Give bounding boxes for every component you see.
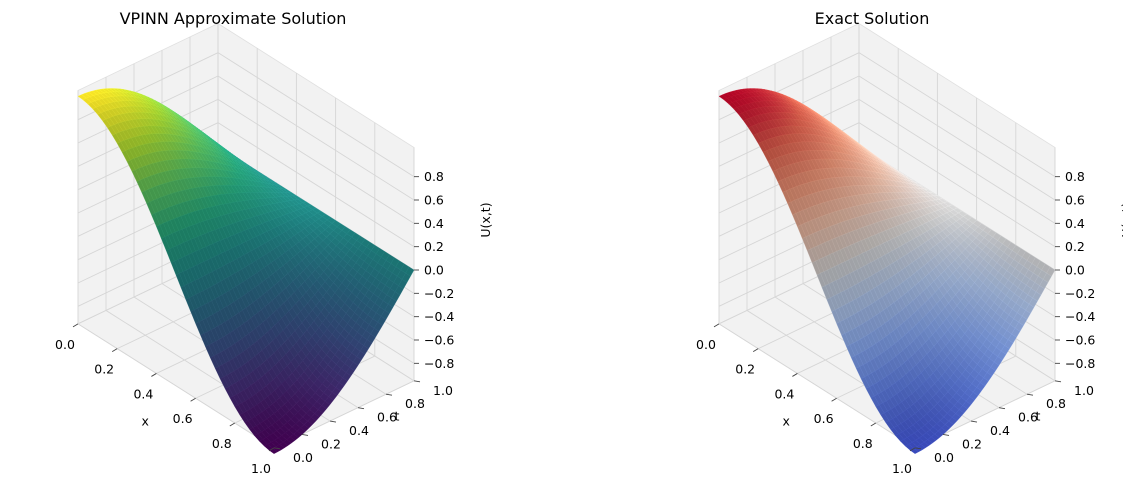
chart-title: Exact Solution [815,9,930,28]
x-tick-label: 0.0 [696,337,716,352]
z-tick-label: 0.6 [1065,193,1085,208]
t-tick-label: 0.6 [377,410,397,425]
chart-title: VPINN Approximate Solution [120,9,347,28]
x-tick-label: 0.8 [212,436,232,451]
t-tick-label: 0.0 [293,450,313,465]
x-tick-label: 0.6 [814,411,834,426]
z-tick-label: −0.2 [1065,286,1095,301]
z-tick-label: −0.8 [424,356,454,371]
panel-exact: 0.00.20.40.60.81.0x0.00.20.40.60.81.0t0.… [696,9,1123,476]
t-tick-label: 0.0 [934,450,954,465]
x-axis-label: x [141,414,148,429]
x-tick-label: 0.2 [735,362,755,377]
x-axis: 0.0 0.2 0.4 0.6 0.8 1.0 [696,323,916,476]
z-axis: 0.8 0.6 0.4 0.2 0.0 −0.2 −0.4 −0.6 −0.8 [414,169,454,371]
panel-vpinn: 0.00.20.40.60.81.0x0.00.20.40.60.81.0t0.… [55,9,493,476]
t-tick-label: 0.6 [1018,410,1038,425]
t-tick-label: 0.8 [405,396,425,411]
t-tick-label: 0.4 [349,423,369,438]
surface [718,88,1056,454]
z-axis-label: U(x,t) [478,202,493,237]
t-axis: 0.0 0.2 0.4 0.6 0.8 1.0 [273,380,453,465]
t-tick-label: 0.2 [962,436,982,451]
t-tick-label: 1.0 [1074,383,1094,398]
t-tick-label: 0.8 [1046,396,1066,411]
x-tick-label: 0.4 [133,386,153,401]
x-tick-label: 1.0 [251,461,271,476]
x-axis-label: x [782,414,789,429]
z-tick-label: 0.4 [424,216,444,231]
z-tick-label: −0.6 [424,333,454,348]
z-tick-label: −0.8 [1065,356,1095,371]
x-axis: 0.0 0.2 0.4 0.6 0.8 1.0 [55,323,275,476]
z-tick-label: −0.4 [424,309,454,324]
t-axis-label: t [395,408,400,423]
z-tick-label: −0.6 [1065,333,1095,348]
x-tick-label: 0.8 [853,436,873,451]
t-tick-label: 1.0 [433,383,453,398]
z-tick-label: 0.8 [424,169,444,184]
surface [77,88,415,454]
t-tick-label: 0.4 [990,423,1010,438]
z-tick-label: 0.2 [1065,239,1085,254]
z-tick-label: −0.4 [1065,309,1095,324]
x-tick-label: 0.6 [173,411,193,426]
z-tick-label: −0.2 [424,286,454,301]
x-tick-label: 0.0 [55,337,75,352]
x-tick-label: 1.0 [892,461,912,476]
z-tick-label: 0.6 [424,193,444,208]
z-tick-label: 0.4 [1065,216,1085,231]
z-axis-label: U(x,t) [1119,202,1123,237]
z-tick-label: 0.2 [424,239,444,254]
x-tick-label: 0.2 [94,362,114,377]
t-axis-label: t [1036,408,1041,423]
z-tick-label: 0.0 [424,263,444,278]
z-tick-label: 0.0 [1065,263,1085,278]
t-axis: 0.0 0.2 0.4 0.6 0.8 1.0 [914,380,1094,465]
x-tick-label: 0.4 [774,386,794,401]
z-tick-label: 0.8 [1065,169,1085,184]
z-axis: 0.8 0.6 0.4 0.2 0.0 −0.2 −0.4 −0.6 −0.8 [1055,169,1095,371]
t-tick-label: 0.2 [321,436,341,451]
